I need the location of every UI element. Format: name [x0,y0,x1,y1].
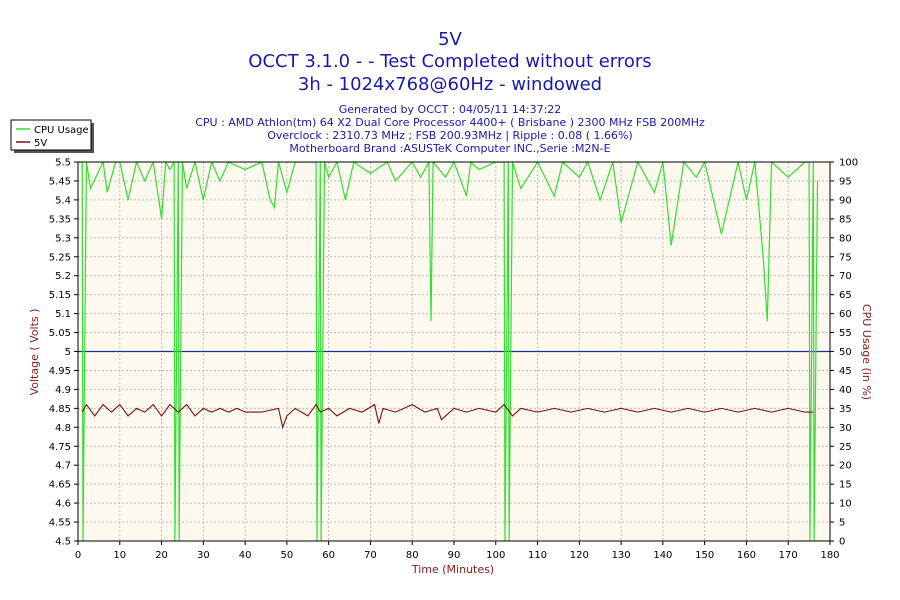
x-tick-label: 120 [570,550,589,561]
right-axis-ticks: 0 5 10 15 20 25 30 35 40 45 50 55 60 65 70 75 80 85 90 95 10… [830,158,858,548]
x-tick-label: 60 [322,550,335,561]
series-line-5v [81,403,814,430]
series-line-cpu-usage [78,162,819,541]
left-tick-label: 5.25 [49,252,71,263]
left-tick-label: 5.4 [55,195,71,206]
left-tick-label: 5.3 [55,233,71,244]
right-tick-label: 70 [839,271,852,282]
legend: CPU Usage 5V [10,119,94,153]
left-tick-label: 4.5 [55,537,71,548]
x-tick-label: 70 [364,550,377,561]
x-tick-label: 30 [197,550,210,561]
left-tick-label: 5.2 [55,271,71,282]
x-tick-label: 110 [528,550,547,561]
info-line-cpu: CPU : AMD Athlon(tm) 64 X2 Dual Core Pro… [195,116,705,129]
left-tick-label: 4.8 [55,423,71,434]
left-tick-label: 4.75 [49,442,71,453]
chart-subtitle-1: OCCT 3.1.0 - - Test Completed without er… [248,51,651,72]
info-line-overclock: Overclock : 2310.73 MHz ; FSB 200.93MHz … [267,129,632,142]
x-tick-label: 100 [486,550,505,561]
left-tick-label: 4.6 [55,499,71,510]
legend-box [10,119,92,151]
legend-label-cpu: CPU Usage [34,125,89,136]
right-tick-label: 30 [839,423,852,434]
x-tick-label: 80 [406,550,419,561]
legend-label-5v: 5V [34,138,47,149]
x-tick-label: 0 [75,550,81,561]
left-tick-label: 5.5 [55,158,71,169]
left-axis-title: Voltage ( Volts ) [28,309,41,396]
right-tick-label: 95 [839,176,852,187]
x-tick-label: 170 [779,550,798,561]
right-tick-label: 0 [839,537,845,548]
x-tick-label: 90 [448,550,461,561]
x-tick-label: 140 [653,550,672,561]
left-axis-ticks: 4.5 4.55 4.6 4.65 4.7 4.75 4.8 4.85 4.9 4.95 5 5.05… [49,158,78,548]
right-axis-title: CPU Usage (in %) [860,304,873,400]
x-tick-label: 180 [820,550,839,561]
right-tick-label: 75 [839,252,852,263]
right-tick-label: 100 [839,158,858,169]
left-tick-label: 5.1 [55,309,71,320]
right-tick-label: 25 [839,442,852,453]
info-line-motherboard: Motherboard Brand :ASUSTeK Computer INC.… [289,142,610,155]
right-tick-label: 85 [839,214,852,225]
x-axis-title: Time (Minutes) [411,563,494,576]
right-tick-label: 80 [839,233,852,244]
x-tick-label: 50 [281,550,294,561]
x-tick-label: 40 [239,550,252,561]
x-tick-label: 130 [612,550,631,561]
left-tick-label: 4.55 [49,518,71,529]
chart-title: 5V [438,29,462,50]
right-tick-label: 15 [839,480,852,491]
right-tick-label: 35 [839,404,852,415]
x-tick-label: 150 [695,550,714,561]
right-tick-label: 50 [839,347,852,358]
left-tick-label: 4.65 [49,480,71,491]
left-tick-label: 5.45 [49,176,71,187]
x-axis-ticks: 0 10 20 30 40 50 60 70 80 90 100 110 120 130 140 150 160… [75,541,840,561]
right-tick-label: 10 [839,499,852,510]
x-tick-label: 20 [155,550,168,561]
right-tick-label: 90 [839,195,852,206]
right-tick-label: 5 [839,518,845,529]
right-tick-label: 65 [839,290,852,301]
left-tick-label: 4.85 [49,404,71,415]
right-tick-label: 55 [839,328,852,339]
right-tick-label: 20 [839,461,852,472]
right-tick-label: 40 [839,385,852,396]
chart-subtitle-2: 3h - 1024x768@60Hz - windowed [298,74,602,95]
left-tick-label: 4.95 [49,366,71,377]
right-tick-label: 60 [839,309,852,320]
left-tick-label: 5.35 [49,214,71,225]
left-tick-label: 5 [65,347,71,358]
info-line-generated: Generated by OCCT : 04/05/11 14:37:22 [339,103,562,116]
left-tick-label: 5.05 [49,328,71,339]
right-tick-label: 45 [839,366,852,377]
left-tick-label: 4.9 [55,385,71,396]
x-tick-label: 160 [737,550,756,561]
left-tick-label: 4.7 [55,461,71,472]
left-tick-label: 5.15 [49,290,71,301]
x-tick-label: 10 [113,550,126,561]
